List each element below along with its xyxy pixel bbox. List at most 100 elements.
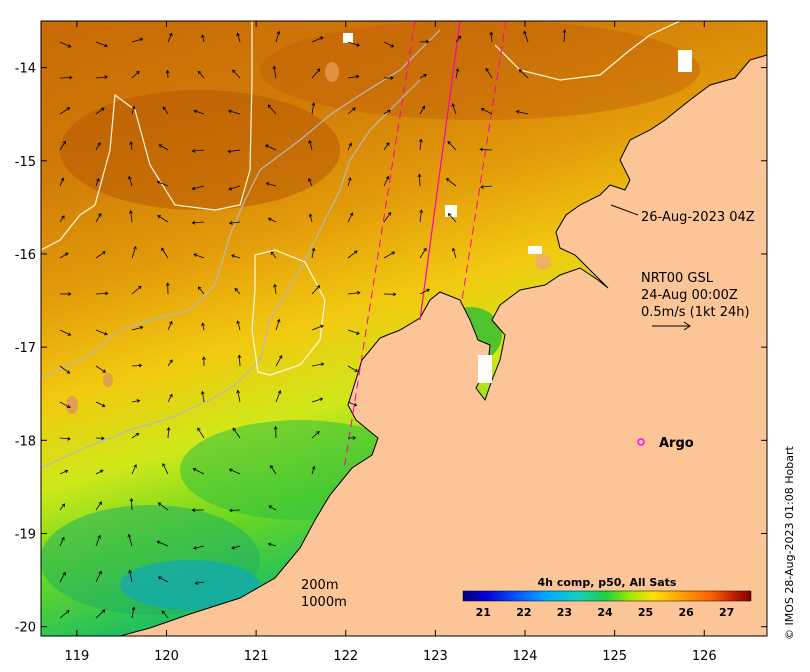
current-vector xyxy=(455,68,459,79)
current-vector-head xyxy=(165,69,170,74)
current-vector-head xyxy=(356,43,361,47)
current-vector-head xyxy=(419,209,424,214)
current-vector-head xyxy=(479,147,483,152)
current-vector xyxy=(95,609,106,619)
current-vector-head xyxy=(232,69,236,74)
current-vector-head xyxy=(104,331,108,336)
current-vector-head xyxy=(100,107,105,111)
current-vector-head xyxy=(128,569,132,574)
current-vector-head xyxy=(133,245,137,250)
current-vector-head xyxy=(447,140,451,145)
current-vector xyxy=(193,253,205,259)
contour-fronts xyxy=(251,249,326,376)
colorbar-ticks: 21 22 23 24 25 26 27 xyxy=(476,606,735,619)
current-vector xyxy=(275,355,283,367)
current-vector-head xyxy=(193,109,198,114)
no-data-gap xyxy=(343,33,353,43)
current-vector-head xyxy=(385,175,390,180)
current-vector-head xyxy=(197,70,202,75)
lon-tick-label: 119 xyxy=(64,649,89,664)
current-vector xyxy=(161,247,169,259)
current-vector-head xyxy=(169,359,173,364)
current-vector xyxy=(157,215,169,223)
current-vector-head xyxy=(104,291,109,296)
current-vector xyxy=(59,107,70,115)
current-vector-head xyxy=(102,251,106,255)
current-vector xyxy=(59,252,69,259)
current-vector xyxy=(485,68,493,79)
current-vector-head xyxy=(308,178,312,182)
current-vector-head xyxy=(104,75,109,79)
current-vector-head xyxy=(200,390,205,395)
current-vector-head xyxy=(67,332,72,336)
current-vector xyxy=(347,365,358,372)
current-vector xyxy=(59,610,70,619)
current-vector-head xyxy=(136,70,140,75)
current-vector xyxy=(311,68,321,79)
current-vector xyxy=(447,141,457,151)
current-vector-head xyxy=(66,610,70,614)
current-vector xyxy=(131,432,139,439)
current-vector xyxy=(131,400,140,403)
vector-scale-label: 0.5m/s (1kt 24h) xyxy=(641,305,750,320)
current-vector xyxy=(347,177,351,187)
current-vector-head xyxy=(169,393,173,398)
lon-tick-label: 121 xyxy=(244,649,269,664)
current-vector-head xyxy=(157,502,162,506)
current-vector xyxy=(95,401,106,407)
current-vector-head xyxy=(386,142,390,146)
current-vector-head xyxy=(127,175,132,180)
current-vector xyxy=(347,75,359,79)
current-vector xyxy=(228,185,241,190)
current-vector xyxy=(311,285,320,295)
current-vector xyxy=(490,32,493,43)
current-vector xyxy=(167,33,173,43)
current-vector xyxy=(95,329,108,335)
current-vector xyxy=(59,141,66,151)
current-model-label: NRT00 GSL xyxy=(641,271,714,286)
current-vector-head xyxy=(157,215,161,219)
current-vector-head xyxy=(354,368,359,372)
current-vector-head xyxy=(165,282,170,287)
current-vector-head xyxy=(64,252,69,257)
colorbar-tick-label: 22 xyxy=(516,606,531,619)
colorbar-tick-label: 23 xyxy=(557,606,572,619)
current-vector-head xyxy=(68,292,72,296)
current-vector-head xyxy=(197,427,201,432)
current-vector xyxy=(455,35,461,43)
current-vector xyxy=(519,69,529,79)
current-vector xyxy=(419,174,421,187)
current-vector xyxy=(131,38,143,43)
current-vector xyxy=(383,142,390,151)
current-vector xyxy=(237,390,241,403)
current-vector-head xyxy=(277,390,282,394)
current-vector-head xyxy=(272,65,277,70)
current-vector xyxy=(237,320,241,331)
colorbar-tick-label: 21 xyxy=(476,606,491,619)
lon-tick-label: 125 xyxy=(602,649,627,664)
current-vector-head xyxy=(156,540,161,545)
current-vector-head xyxy=(62,571,66,576)
current-vector-head xyxy=(158,144,163,148)
current-vector xyxy=(270,251,277,259)
lon-tick-label: 122 xyxy=(333,649,358,664)
islet xyxy=(66,396,78,414)
current-vector-head xyxy=(193,546,197,550)
current-vector xyxy=(130,141,133,151)
cyan-patch xyxy=(120,560,260,610)
current-vector xyxy=(157,541,169,547)
contour-fronts xyxy=(41,204,96,251)
current-vector-head xyxy=(201,356,206,360)
no-data-gap xyxy=(678,50,692,72)
current-vector xyxy=(95,41,108,47)
current-vector xyxy=(231,254,241,259)
lat-tick-label: -14 xyxy=(15,62,36,77)
current-vector-head xyxy=(387,211,392,216)
current-vector-head xyxy=(352,107,356,111)
current-vector-head xyxy=(157,576,162,580)
current-vector-head xyxy=(61,536,65,541)
current-vector-head xyxy=(61,503,66,508)
current-vector-head xyxy=(102,369,107,373)
current-vector-head xyxy=(194,581,199,585)
current-vector xyxy=(229,221,241,224)
